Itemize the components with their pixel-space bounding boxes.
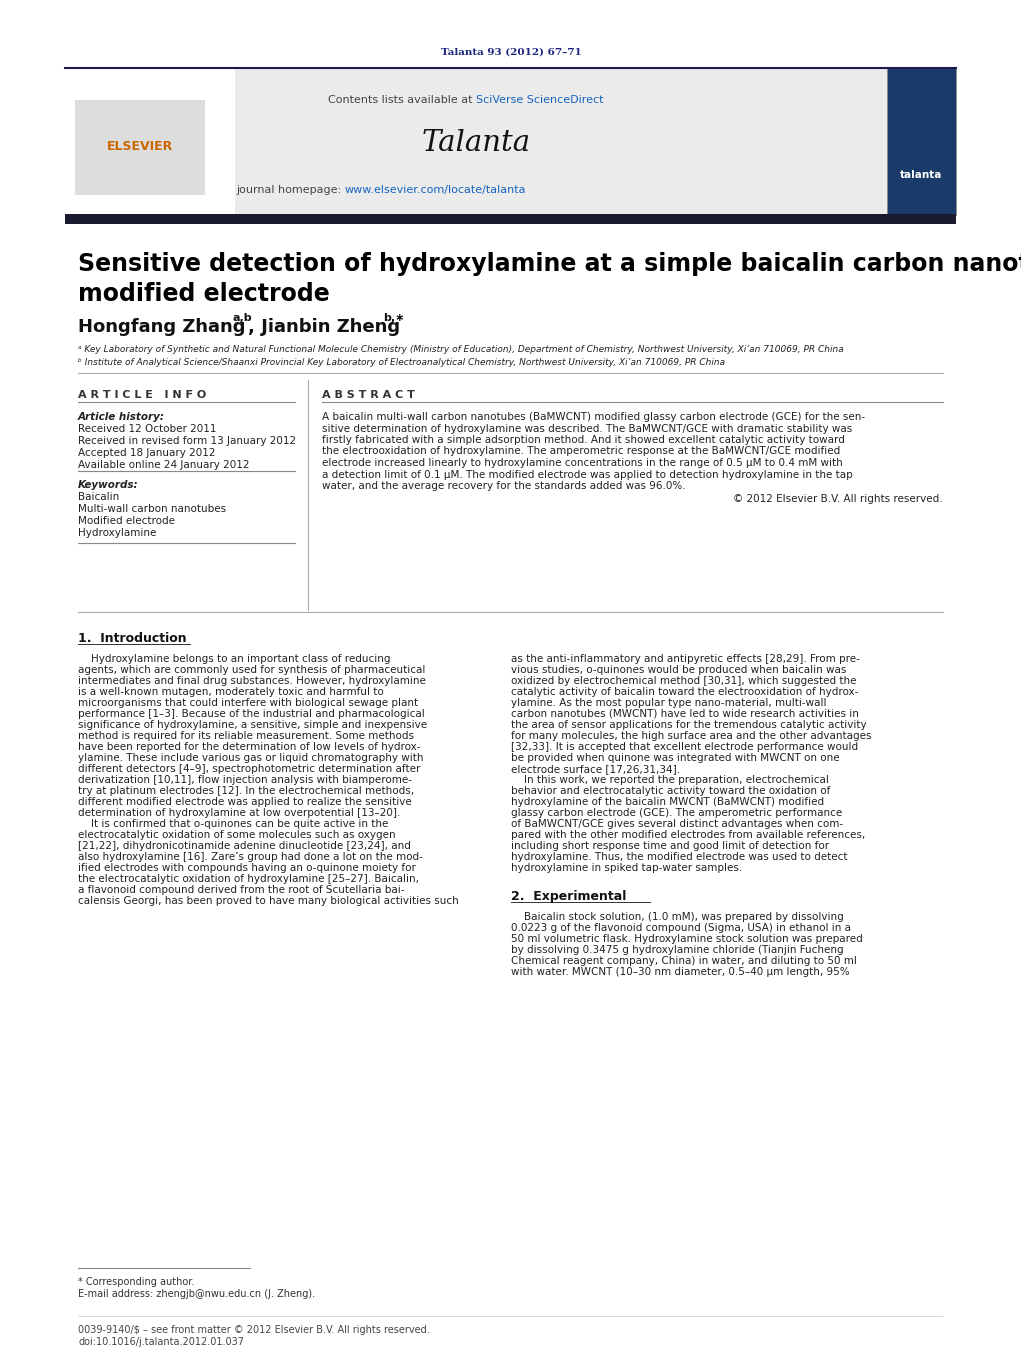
Text: pared with the other modified electrodes from available references,: pared with the other modified electrodes… — [510, 830, 865, 840]
Text: oxidized by electrochemical method [30,31], which suggested the: oxidized by electrochemical method [30,3… — [510, 676, 857, 686]
Text: significance of hydroxylamine, a sensitive, simple and inexpensive: significance of hydroxylamine, a sensiti… — [78, 720, 427, 730]
Text: Multi-wall carbon nanotubes: Multi-wall carbon nanotubes — [78, 504, 226, 513]
Text: vious studies, o-quinones would be produced when baicalin was: vious studies, o-quinones would be produ… — [510, 665, 846, 676]
Text: 50 ml volumetric flask. Hydroxylamine stock solution was prepared: 50 ml volumetric flask. Hydroxylamine st… — [510, 934, 863, 944]
Text: ified electrodes with compounds having an o-quinone moiety for: ified electrodes with compounds having a… — [78, 863, 416, 873]
Text: Baicalin: Baicalin — [78, 492, 119, 503]
Text: sitive determination of hydroxylamine was described. The BaMWCNT/GCE with dramat: sitive determination of hydroxylamine wa… — [322, 423, 853, 434]
Text: different modified electrode was applied to realize the sensitive: different modified electrode was applied… — [78, 797, 411, 807]
Text: by dissolving 0.3475 g hydroxylamine chloride (Tianjin Fucheng: by dissolving 0.3475 g hydroxylamine chl… — [510, 944, 843, 955]
Text: journal homepage:: journal homepage: — [237, 185, 345, 195]
Text: Received 12 October 2011: Received 12 October 2011 — [78, 424, 216, 434]
Text: Available online 24 January 2012: Available online 24 January 2012 — [78, 459, 249, 470]
Text: also hydroxylamine [16]. Zare’s group had done a lot on the mod-: also hydroxylamine [16]. Zare’s group ha… — [78, 852, 423, 862]
Text: water, and the average recovery for the standards added was 96.0%.: water, and the average recovery for the … — [322, 481, 686, 490]
Text: E-mail address: zhengjb@nwu.edu.cn (J. Zheng).: E-mail address: zhengjb@nwu.edu.cn (J. Z… — [78, 1289, 315, 1300]
Text: electrode increased linearly to hydroxylamine concentrations in the range of 0.5: electrode increased linearly to hydroxyl… — [322, 458, 842, 467]
Text: agents, which are commonly used for synthesis of pharmaceutical: agents, which are commonly used for synt… — [78, 665, 426, 676]
Text: method is required for its reliable measurement. Some methods: method is required for its reliable meas… — [78, 731, 414, 740]
Text: the electrooxidation of hydroxylamine. The amperometric response at the BaMWCNT/: the electrooxidation of hydroxylamine. T… — [322, 446, 840, 457]
Text: hydroxylamine. Thus, the modified electrode was used to detect: hydroxylamine. Thus, the modified electr… — [510, 852, 847, 862]
Text: with water. MWCNT (10–30 nm diameter, 0.5–40 μm length, 95%: with water. MWCNT (10–30 nm diameter, 0.… — [510, 967, 849, 977]
Text: the area of sensor applications for the tremendous catalytic activity: the area of sensor applications for the … — [510, 720, 867, 730]
Text: 0039-9140/$ – see front matter © 2012 Elsevier B.V. All rights reserved.: 0039-9140/$ – see front matter © 2012 El… — [78, 1325, 430, 1335]
Text: Talanta 93 (2012) 67–71: Talanta 93 (2012) 67–71 — [441, 47, 581, 57]
Text: Hydroxylamine belongs to an important class of reducing: Hydroxylamine belongs to an important cl… — [78, 654, 390, 663]
Text: behavior and electrocatalytic activity toward the oxidation of: behavior and electrocatalytic activity t… — [510, 786, 830, 796]
Text: of BaMWCNT/GCE gives several distinct advantages when com-: of BaMWCNT/GCE gives several distinct ad… — [510, 819, 843, 830]
Bar — [65, 213, 956, 224]
Text: www.elsevier.com/locate/talanta: www.elsevier.com/locate/talanta — [345, 185, 527, 195]
Text: as the anti-inflammatory and antipyretic effects [28,29]. From pre-: as the anti-inflammatory and antipyretic… — [510, 654, 860, 663]
Text: intermediates and final drug substances. However, hydroxylamine: intermediates and final drug substances.… — [78, 676, 426, 686]
Bar — [75, 100, 205, 195]
Text: Sensitive detection of hydroxylamine at a simple baicalin carbon nanotubes
modif: Sensitive detection of hydroxylamine at … — [78, 253, 1021, 305]
Text: A B S T R A C T: A B S T R A C T — [322, 390, 415, 400]
Text: ELSEVIER: ELSEVIER — [107, 141, 174, 154]
Text: different detectors [4–9], spectrophotometric determination after: different detectors [4–9], spectrophotom… — [78, 765, 421, 774]
Text: Article history:: Article history: — [78, 412, 165, 422]
Text: Accepted 18 January 2012: Accepted 18 January 2012 — [78, 449, 215, 458]
Text: carbon nanotubes (MWCNT) have led to wide research activities in: carbon nanotubes (MWCNT) have led to wid… — [510, 709, 859, 719]
Text: including short response time and good limit of detection for: including short response time and good l… — [510, 842, 829, 851]
Text: ᵃ Key Laboratory of Synthetic and Natural Functional Molecule Chemistry (Ministr: ᵃ Key Laboratory of Synthetic and Natura… — [78, 345, 843, 354]
Text: for many molecules, the high surface area and the other advantages: for many molecules, the high surface are… — [510, 731, 872, 740]
Text: 1.  Introduction: 1. Introduction — [78, 632, 187, 644]
Bar — [65, 68, 235, 215]
Text: ᵇ Institute of Analytical Science/Shaanxi Provincial Key Laboratory of Electroan: ᵇ Institute of Analytical Science/Shaanx… — [78, 358, 725, 367]
Text: © 2012 Elsevier B.V. All rights reserved.: © 2012 Elsevier B.V. All rights reserved… — [733, 494, 943, 504]
Text: determination of hydroxylamine at low overpotential [13–20].: determination of hydroxylamine at low ov… — [78, 808, 400, 817]
Bar — [65, 68, 956, 215]
Text: ylamine. These include various gas or liquid chromatography with: ylamine. These include various gas or li… — [78, 753, 424, 763]
Text: SciVerse ScienceDirect: SciVerse ScienceDirect — [476, 95, 603, 105]
Text: Keywords:: Keywords: — [78, 480, 139, 490]
Text: * Corresponding author.: * Corresponding author. — [78, 1277, 194, 1288]
Text: electrode surface [17,26,31,34].: electrode surface [17,26,31,34]. — [510, 765, 680, 774]
Text: 0.0223 g of the flavonoid compound (Sigma, USA) in ethanol in a: 0.0223 g of the flavonoid compound (Sigm… — [510, 923, 850, 934]
Text: have been reported for the determination of low levels of hydrox-: have been reported for the determination… — [78, 742, 421, 753]
Text: 2.  Experimental: 2. Experimental — [510, 890, 626, 902]
Text: performance [1–3]. Because of the industrial and pharmacological: performance [1–3]. Because of the indust… — [78, 709, 425, 719]
Text: derivatization [10,11], flow injection analysis with biamperome-: derivatization [10,11], flow injection a… — [78, 775, 412, 785]
Text: calensis Georgi, has been proved to have many biological activities such: calensis Georgi, has been proved to have… — [78, 896, 458, 907]
Text: Received in revised form 13 January 2012: Received in revised form 13 January 2012 — [78, 436, 296, 446]
Text: Baicalin stock solution, (1.0 mM), was prepared by dissolving: Baicalin stock solution, (1.0 mM), was p… — [510, 912, 843, 921]
Text: ylamine. As the most popular type nano-material, multi-wall: ylamine. As the most popular type nano-m… — [510, 698, 827, 708]
Text: [32,33]. It is accepted that excellent electrode performance would: [32,33]. It is accepted that excellent e… — [510, 742, 858, 753]
Text: a flavonoid compound derived from the root of Scutellaria bai-: a flavonoid compound derived from the ro… — [78, 885, 404, 894]
Text: A R T I C L E   I N F O: A R T I C L E I N F O — [78, 390, 206, 400]
Text: electrocatalytic oxidation of some molecules such as oxygen: electrocatalytic oxidation of some molec… — [78, 830, 395, 840]
Text: the electrocatalytic oxidation of hydroxylamine [25–27]. Baicalin,: the electrocatalytic oxidation of hydrox… — [78, 874, 419, 884]
Text: b,∗: b,∗ — [383, 313, 404, 323]
Text: is a well-known mutagen, moderately toxic and harmful to: is a well-known mutagen, moderately toxi… — [78, 688, 384, 697]
Text: firstly fabricated with a simple adsorption method. And it showed excellent cata: firstly fabricated with a simple adsorpt… — [322, 435, 844, 444]
Text: talanta: talanta — [900, 170, 942, 180]
Bar — [887, 68, 956, 215]
Text: Talanta: Talanta — [422, 128, 531, 157]
Text: microorganisms that could interfere with biological sewage plant: microorganisms that could interfere with… — [78, 698, 419, 708]
Text: Modified electrode: Modified electrode — [78, 516, 175, 526]
Text: hydroxylamine of the baicalin MWCNT (BaMWCNT) modified: hydroxylamine of the baicalin MWCNT (BaM… — [510, 797, 824, 807]
Text: Chemical reagent company, China) in water, and diluting to 50 ml: Chemical reagent company, China) in wate… — [510, 957, 857, 966]
Text: [21,22], dihydronicotinamide adenine dinucleotide [23,24], and: [21,22], dihydronicotinamide adenine din… — [78, 842, 410, 851]
Text: a,b: a,b — [232, 313, 251, 323]
Text: It is confirmed that o-quinones can be quite active in the: It is confirmed that o-quinones can be q… — [78, 819, 388, 830]
Text: hydroxylamine in spiked tap-water samples.: hydroxylamine in spiked tap-water sample… — [510, 863, 742, 873]
Text: be provided when quinone was integrated with MWCNT on one: be provided when quinone was integrated … — [510, 753, 839, 763]
Text: try at platinum electrodes [12]. In the electrochemical methods,: try at platinum electrodes [12]. In the … — [78, 786, 415, 796]
Text: doi:10.1016/j.talanta.2012.01.037: doi:10.1016/j.talanta.2012.01.037 — [78, 1337, 244, 1347]
Text: glassy carbon electrode (GCE). The amperometric performance: glassy carbon electrode (GCE). The amper… — [510, 808, 842, 817]
Text: Hydroxylamine: Hydroxylamine — [78, 528, 156, 538]
Text: Contents lists available at: Contents lists available at — [328, 95, 476, 105]
Text: A baicalin multi-wall carbon nanotubes (BaMWCNT) modified glassy carbon electrod: A baicalin multi-wall carbon nanotubes (… — [322, 412, 865, 422]
Text: Hongfang Zhang: Hongfang Zhang — [78, 317, 245, 336]
Text: In this work, we reported the preparation, electrochemical: In this work, we reported the preparatio… — [510, 775, 829, 785]
Text: catalytic activity of baicalin toward the electrooxidation of hydrox-: catalytic activity of baicalin toward th… — [510, 688, 859, 697]
Text: , Jianbin Zheng: , Jianbin Zheng — [248, 317, 400, 336]
Text: a detection limit of 0.1 μM. The modified electrode was applied to detection hyd: a detection limit of 0.1 μM. The modifie… — [322, 470, 853, 480]
